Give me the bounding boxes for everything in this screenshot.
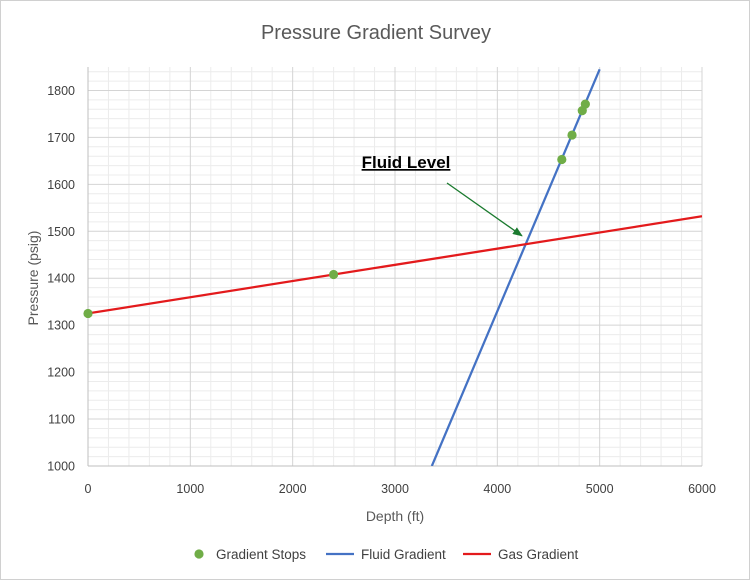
y-tick-label: 1200 — [47, 366, 75, 380]
legend: Gradient Stops Fluid Gradient Gas Gradient — [194, 547, 579, 562]
series-points — [83, 99, 590, 319]
x-axis-label: Depth (ft) — [366, 508, 424, 524]
y-tick-label: 1800 — [47, 84, 75, 98]
major-gridlines — [87, 67, 703, 467]
x-tick-label: 4000 — [483, 482, 511, 496]
gradient-stops-point — [557, 154, 567, 165]
legend-label-gas-gradient: Gas Gradient — [498, 547, 579, 562]
x-tick-labels: 0 1000 2000 3000 4000 5000 6000 — [85, 482, 716, 496]
y-tick-label: 1300 — [47, 319, 75, 333]
y-tick-label: 1600 — [47, 178, 75, 192]
gradient-stops-point — [580, 99, 590, 109]
x-tick-label: 0 — [85, 482, 92, 496]
y-axis-label: Pressure (psig) — [25, 231, 41, 326]
gradient-stops-point — [329, 269, 339, 280]
gradient-stops-point — [83, 308, 93, 319]
y-tick-label: 1000 — [47, 460, 75, 474]
annotation-arrow — [446, 182, 523, 237]
x-tick-label: 5000 — [586, 482, 614, 496]
y-tick-label: 1500 — [47, 225, 75, 239]
x-tick-label: 3000 — [381, 482, 409, 496]
legend-swatch-gradient-stops — [194, 549, 204, 559]
y-tick-labels: 1000 1100 1200 1300 1400 1500 1600 1700 1800 — [47, 84, 75, 474]
annotation-label: Fluid Level — [362, 153, 451, 172]
gradient-stops-point — [567, 130, 577, 140]
y-tick-label: 1700 — [47, 131, 75, 145]
y-tick-label: 1400 — [47, 272, 75, 286]
x-tick-label: 2000 — [279, 482, 307, 496]
legend-label-gradient-stops: Gradient Stops — [216, 547, 306, 562]
gas-gradient-line — [88, 215, 702, 315]
legend-label-fluid-gradient: Fluid Gradient — [361, 547, 446, 562]
x-tick-label: 6000 — [688, 482, 716, 496]
y-tick-label: 1100 — [48, 413, 75, 427]
x-tick-label: 1000 — [176, 482, 204, 496]
fluid-gradient-line — [430, 68, 601, 466]
fluid-level-annotation: Fluid Level — [362, 153, 523, 237]
chart-title: Pressure Gradient Survey — [261, 22, 491, 44]
